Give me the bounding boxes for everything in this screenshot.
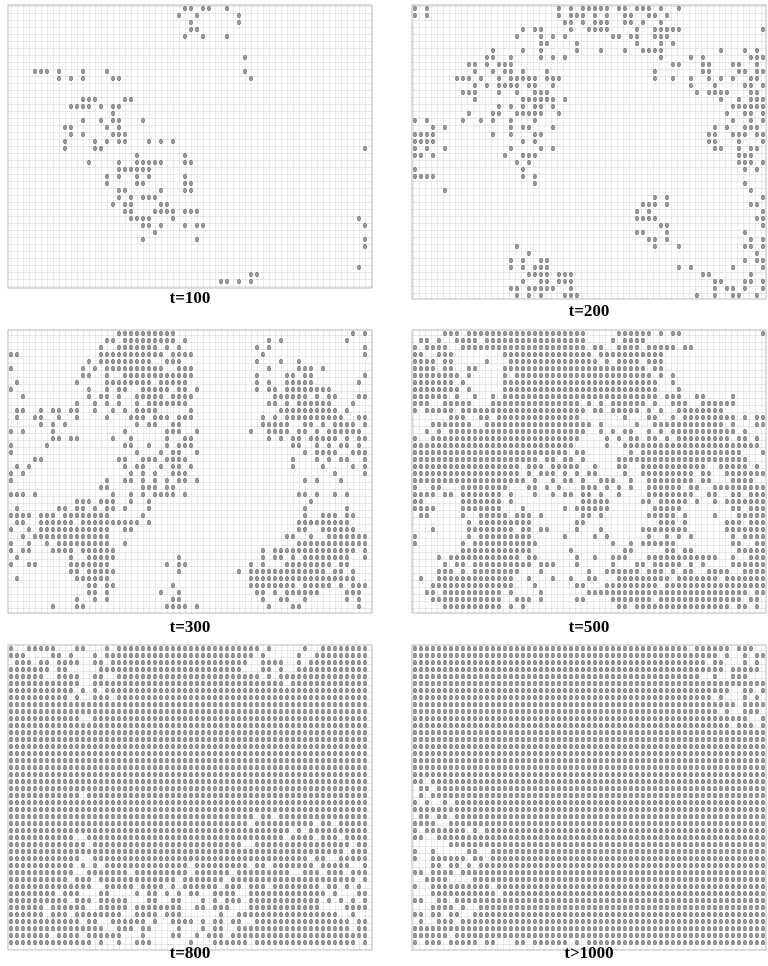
grid-panel: t>1000 [411,644,767,962]
panel-caption: t=100 [170,288,211,307]
panel-caption: t>1000 [564,943,613,962]
occupied-cells [9,330,367,610]
occupied-cells [9,645,367,946]
grid-panel: t=200 [411,4,767,320]
occupied-cells [413,645,765,946]
grid-panel: t=800 [7,644,373,962]
grid-background [7,4,373,289]
grid-panel: t=500 [411,329,767,636]
panel-caption: t=800 [170,943,211,962]
panel-caption: t=300 [170,617,211,636]
grid-background [411,4,767,300]
occupied-cells [33,5,367,285]
occupied-cells [413,330,765,610]
occupied-cells [413,5,765,299]
panel-caption: t=500 [569,617,610,636]
grid-panel: t=300 [7,329,373,636]
grid-panel: t=100 [7,4,373,307]
panel-caption: t=200 [569,301,610,320]
